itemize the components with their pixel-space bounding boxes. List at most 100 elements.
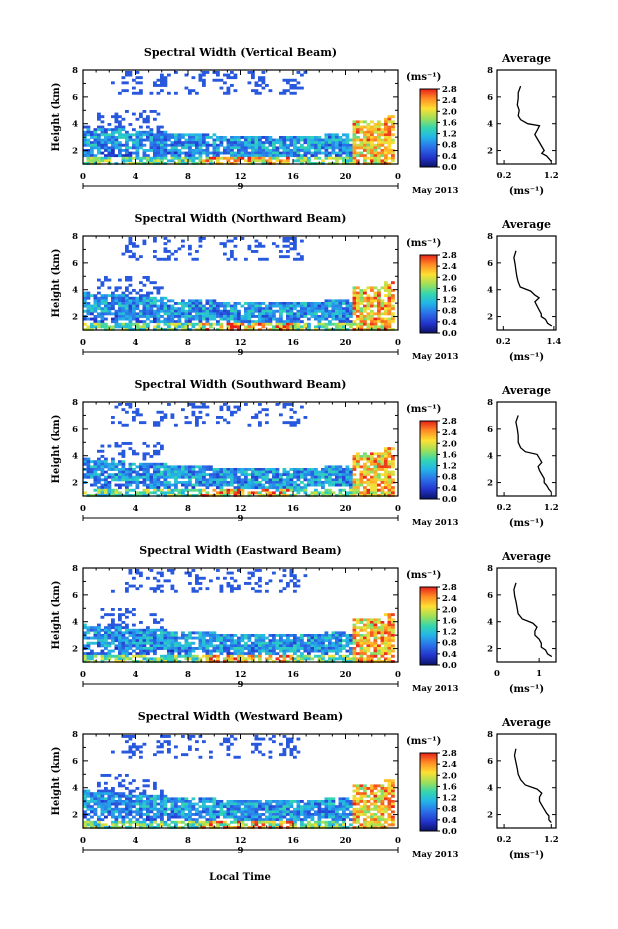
heatmap-cell xyxy=(188,136,192,139)
heatmap-cell xyxy=(342,312,346,316)
heatmap-cell xyxy=(314,639,318,643)
heatmap-cell xyxy=(370,296,374,300)
heatmap-cell xyxy=(282,307,287,311)
heatmap-cell xyxy=(261,483,266,487)
heatmap-cell xyxy=(153,449,157,453)
heatmap-cell xyxy=(135,130,140,134)
heatmap-cell xyxy=(177,647,182,650)
heatmap-cell xyxy=(149,296,154,300)
heatmap-cell xyxy=(289,151,294,155)
heatmap-cell xyxy=(342,309,346,313)
heatmap-cell xyxy=(205,317,210,321)
heatmap-cell xyxy=(230,304,234,308)
heatmap-cell xyxy=(272,138,276,142)
heatmap-cell xyxy=(167,644,171,648)
heatmap-cell xyxy=(153,156,157,160)
heatmap-cell xyxy=(219,644,224,648)
heatmap-cell xyxy=(121,442,126,445)
heatmap-cell xyxy=(377,462,381,466)
heatmap-cell xyxy=(146,154,150,158)
heatmap-cell xyxy=(198,634,203,637)
heatmap-cell xyxy=(121,304,126,308)
heatmap-cell xyxy=(240,481,245,484)
heatmap-cell xyxy=(216,322,220,326)
heatmap-cells xyxy=(83,403,395,497)
heatmap-cell xyxy=(100,628,105,632)
heatmap-cell xyxy=(317,146,322,150)
heatmap-cell xyxy=(135,652,140,656)
heatmap-cell xyxy=(195,475,199,479)
heatmap-cell xyxy=(391,462,395,466)
heatmap-cell xyxy=(324,304,329,308)
heatmap-cell xyxy=(111,631,115,635)
heatmap-cell xyxy=(100,302,105,305)
heatmap-cell xyxy=(226,488,231,492)
heatmap-cell xyxy=(314,649,318,653)
heatmap-cell xyxy=(90,149,94,152)
heatmap-cell xyxy=(125,89,129,93)
heatmap-cell xyxy=(233,244,238,248)
heatmap-cell xyxy=(279,634,283,637)
heatmap-cell xyxy=(132,576,136,580)
heatmap-cell xyxy=(191,587,196,591)
heatmap-cell xyxy=(342,141,346,145)
heatmap-cell xyxy=(181,649,185,653)
heatmap-cell xyxy=(377,120,381,124)
heatmap-cell xyxy=(366,634,371,637)
heatmap-cell xyxy=(289,136,294,139)
heatmap-cell xyxy=(174,143,178,147)
heatmap-cell xyxy=(184,156,189,160)
heatmap-cell xyxy=(363,636,367,640)
colorbar-tick-label: 2.4 xyxy=(442,96,457,106)
colorbar-tick-label: 2.4 xyxy=(442,594,457,604)
heatmap-cell xyxy=(212,468,217,471)
heatmap-cell xyxy=(188,634,192,637)
heatmap-cell xyxy=(125,442,129,445)
heatmap-cell xyxy=(349,146,353,150)
heatmap-cell xyxy=(90,473,94,477)
heatmap-cell xyxy=(163,634,168,637)
profile-x-tick-label: 1.4 xyxy=(546,337,561,347)
heatmap-cell xyxy=(86,296,91,300)
heatmap-cell xyxy=(163,636,168,640)
heatmap-cell xyxy=(331,470,336,474)
heatmap-cell xyxy=(107,488,112,492)
heatmap-cell xyxy=(335,304,339,308)
heatmap-cell xyxy=(121,794,126,798)
colorbar-tick-label: 1.2 xyxy=(442,130,457,140)
heatmap-cell xyxy=(352,641,357,645)
heatmap-cell xyxy=(366,325,371,329)
heatmap-cell xyxy=(135,151,140,155)
heatmap-cell xyxy=(247,71,252,74)
heatmap-cell xyxy=(300,86,304,90)
heatmap-cell xyxy=(156,128,161,132)
heatmap-cell xyxy=(384,154,388,158)
heatmap-cell xyxy=(100,483,105,487)
colorbar-tick-label: 0.0 xyxy=(442,329,457,339)
heatmap-cell xyxy=(219,151,224,155)
heatmap-cell xyxy=(121,820,126,824)
heatmap-cell xyxy=(111,797,115,801)
heatmap-cell xyxy=(163,641,168,645)
heatmap-cell xyxy=(93,465,98,469)
heatmap-cell xyxy=(219,641,224,645)
heatmap-cell xyxy=(146,488,150,492)
heatmap-cell xyxy=(226,141,231,145)
heatmap-cell xyxy=(363,649,367,653)
heatmap-cell xyxy=(142,276,147,279)
heatmap-cell xyxy=(97,325,101,329)
heatmap-cell xyxy=(370,628,374,632)
heatmap-cell xyxy=(132,634,136,637)
heatmap-cell xyxy=(289,423,294,427)
heatmap-cell xyxy=(377,457,381,461)
heatmap-cell xyxy=(212,475,217,479)
heatmap-cell xyxy=(387,149,392,152)
heatmap-cell xyxy=(352,125,357,129)
heatmap-cell xyxy=(170,136,175,139)
heatmap-cell xyxy=(111,613,115,617)
heatmap-cell xyxy=(223,315,227,318)
heatmap-cell xyxy=(258,84,262,87)
heatmap-cell xyxy=(352,304,357,308)
heatmap-cell xyxy=(125,610,129,614)
heatmap-cell xyxy=(314,473,318,477)
